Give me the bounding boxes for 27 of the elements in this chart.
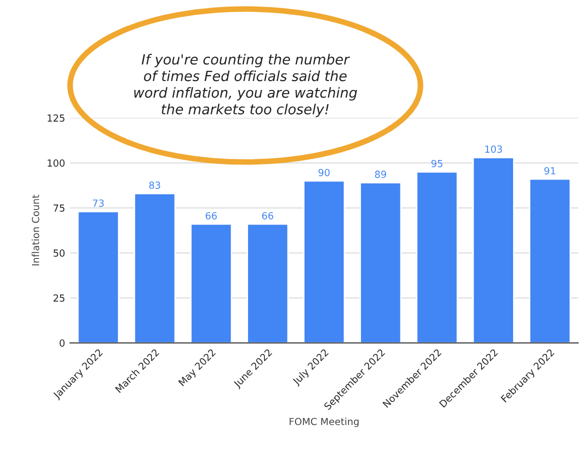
x-axis-title: FOMC Meeting xyxy=(290,418,359,428)
y-tick-label: 100 xyxy=(48,159,65,167)
y-tick-label: 25 xyxy=(54,294,64,302)
bar xyxy=(77,210,120,343)
data-label: 89 xyxy=(375,170,386,178)
data-label: 83 xyxy=(149,181,160,189)
bar xyxy=(416,171,458,343)
y-tick-label: 50 xyxy=(54,249,65,257)
bar xyxy=(134,192,176,343)
y-tick-label: 75 xyxy=(54,204,64,212)
text: If you're counting the number of times Fed officials said the word inflation, you are watching the markets too closely! xyxy=(134,54,357,118)
data-label: 66 xyxy=(206,212,217,220)
data-label: 103 xyxy=(485,145,502,153)
data-label: 66 xyxy=(262,212,274,220)
bar xyxy=(303,180,346,343)
bar xyxy=(246,223,289,343)
y-tick-label: 0 xyxy=(60,339,65,347)
bar xyxy=(360,182,402,343)
data-label: 91 xyxy=(544,167,556,174)
data-label: 95 xyxy=(431,160,442,168)
bar xyxy=(528,178,571,343)
y-axis-title: Inflation Count xyxy=(32,194,40,266)
bar xyxy=(472,156,514,343)
data-label: 90 xyxy=(318,168,330,176)
y-tick-label: 125 xyxy=(48,114,64,122)
data-label: 73 xyxy=(92,199,104,207)
bar xyxy=(190,223,232,343)
